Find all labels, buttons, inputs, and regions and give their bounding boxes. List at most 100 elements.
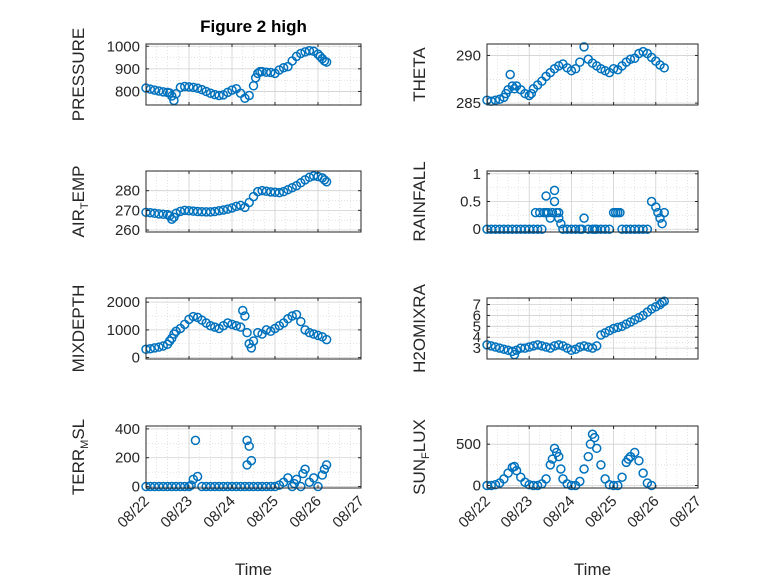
series-mixdepth: [141, 305, 332, 355]
series-h2omixra: [482, 296, 669, 360]
data-point: [235, 322, 246, 332]
data-point: [556, 464, 566, 474]
data-point: [321, 177, 332, 187]
data-point: [321, 57, 332, 67]
y-tick-label: 7: [473, 297, 481, 314]
y-tick-label: 2000: [107, 294, 140, 311]
data-point: [577, 224, 587, 234]
y-tick-label: 260: [115, 222, 140, 239]
data-point: [638, 468, 648, 478]
y-tick-label: 4: [473, 329, 481, 346]
data-point: [556, 218, 566, 229]
data-point: [244, 90, 254, 101]
data-point: [608, 64, 619, 74]
data-point: [549, 185, 560, 196]
data-point: [579, 464, 589, 474]
series-pressure: [141, 46, 332, 106]
x-axis-label: Time: [235, 560, 272, 579]
data-point: [308, 171, 319, 181]
data-point: [575, 57, 585, 67]
y-axis-label: TERRMSL: [69, 419, 91, 495]
data-point: [205, 320, 216, 331]
data-point: [242, 327, 252, 338]
y-tick-label: 200: [115, 450, 140, 467]
panel-rainfall: 0 0.5 1 RAINFALL: [410, 161, 699, 242]
data-point: [186, 480, 196, 490]
data-point: [547, 454, 558, 464]
data-point: [526, 88, 537, 99]
data-point: [541, 191, 551, 201]
data-point: [638, 224, 648, 234]
data-point: [304, 327, 315, 338]
data-point: [192, 83, 203, 94]
data-point: [227, 85, 237, 95]
y-tick-label: 290: [456, 47, 481, 64]
data-point: [188, 82, 199, 93]
data-point: [545, 460, 556, 470]
data-point: [499, 344, 509, 354]
data-point: [659, 207, 669, 218]
data-point: [541, 474, 551, 484]
data-point: [659, 296, 669, 307]
x-tick-label: 08/24: [200, 493, 239, 532]
data-point: [608, 480, 619, 491]
data-point: [625, 54, 636, 64]
data-point: [291, 474, 302, 485]
data-point: [549, 196, 560, 207]
axes-box: [486, 297, 699, 360]
panel-terr_msl: 0 200 400 TERRMSL 08/22 08/23 08/24 08/25 08/26 0…: [69, 419, 368, 579]
series-rainfall: [482, 185, 669, 234]
y-tick-label: 400: [115, 421, 140, 438]
y-axis-label: H2OMIXRA: [410, 283, 429, 372]
y-tick-label: 5: [473, 318, 481, 335]
data-point: [278, 186, 289, 197]
data-point: [566, 345, 577, 356]
data-point: [184, 481, 194, 492]
data-point: [188, 311, 199, 322]
data-point: [248, 336, 259, 346]
data-point: [657, 218, 667, 229]
data-point: [623, 454, 634, 464]
y-tick-label: 0.5: [460, 194, 481, 211]
data-point: [246, 455, 257, 466]
y-axis-label: PRESSURE: [69, 28, 88, 122]
data-point: [591, 443, 602, 454]
x-tick-label: 08/26: [286, 493, 325, 532]
data-point: [192, 471, 203, 482]
panel-sun_flux: 0 500 SUNFLUX 08/22 08/23 08/24 08/25 08/26 08/2…: [410, 419, 705, 579]
data-point: [227, 203, 237, 213]
data-point: [579, 213, 589, 223]
x-tick-label: 08/22: [114, 493, 153, 532]
grid: [487, 298, 698, 359]
data-point: [190, 435, 201, 446]
data-point: [642, 224, 653, 234]
grid: [487, 44, 698, 105]
data-point: [490, 479, 501, 490]
data-point: [210, 206, 220, 217]
data-point: [596, 460, 606, 470]
data-point: [313, 481, 323, 492]
data-point: [210, 322, 220, 332]
x-axis-label: Time: [574, 560, 611, 579]
panel-pressure: 800 900 1000 PRESSURE Figure 2 high: [69, 17, 362, 122]
y-axis-label: AIRTEMP: [69, 166, 91, 238]
data-point: [553, 340, 564, 350]
data-point: [537, 224, 547, 234]
data-point: [600, 224, 610, 234]
x-tick-label: 08/27: [666, 493, 705, 532]
x-tick-label: 08/25: [243, 493, 282, 532]
data-point: [240, 311, 250, 321]
data-point: [169, 329, 179, 339]
data-point: [615, 207, 625, 218]
y-tick-label: 280: [115, 183, 140, 200]
data-point: [287, 182, 297, 193]
data-point: [227, 319, 237, 330]
data-point: [304, 46, 315, 56]
data-point: [532, 480, 543, 491]
data-point: [524, 342, 534, 352]
data-point: [149, 85, 160, 95]
data-point: [524, 90, 534, 101]
data-point: [634, 455, 644, 466]
data-point: [608, 323, 619, 334]
